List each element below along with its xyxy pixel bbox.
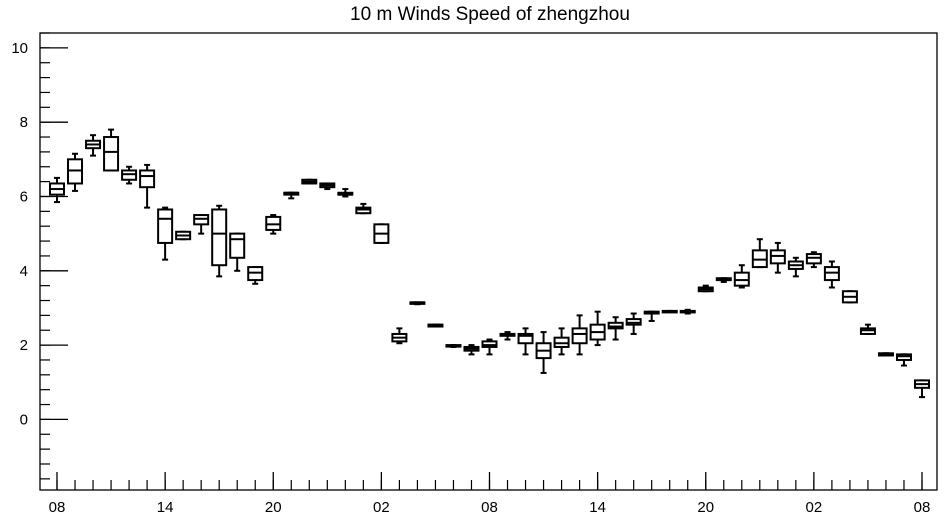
x-tick-label: 08 [49, 499, 66, 516]
y-tick-label: 0 [20, 411, 28, 428]
box [85, 134, 102, 157]
x-tick-label: 14 [157, 499, 174, 516]
y-tick-label: 2 [20, 337, 28, 354]
box [229, 232, 246, 272]
plot-frame [39, 32, 938, 491]
box [67, 152, 84, 192]
box [751, 238, 768, 269]
x-tick-label: 02 [806, 499, 823, 516]
y-tick-label: 4 [20, 263, 28, 280]
box [859, 323, 876, 335]
x-tick-label: 14 [589, 499, 606, 516]
box-body [139, 169, 156, 189]
box [103, 128, 120, 172]
box [914, 379, 930, 399]
box [895, 353, 912, 367]
box [157, 206, 174, 261]
box-body [229, 232, 246, 259]
box [769, 241, 786, 274]
box [697, 284, 714, 293]
box-body [211, 208, 228, 267]
box [499, 331, 516, 341]
x-tick-label: 20 [697, 499, 714, 516]
y-tick-label: 8 [20, 114, 28, 131]
box [427, 323, 444, 328]
box [211, 204, 228, 278]
box [463, 344, 480, 356]
box [715, 277, 732, 283]
box [247, 266, 264, 285]
box [625, 312, 642, 335]
box [589, 310, 606, 347]
box [679, 308, 696, 315]
box [265, 214, 282, 235]
box [517, 327, 534, 356]
box [121, 165, 138, 185]
x-tick-label: 08 [481, 499, 498, 516]
box [319, 182, 336, 191]
box [643, 310, 660, 322]
box [823, 260, 840, 289]
box [283, 191, 300, 200]
box [49, 176, 65, 204]
box [787, 256, 804, 278]
box [841, 290, 858, 304]
x-tick-label: 20 [265, 499, 282, 516]
box [409, 301, 426, 306]
chart-title: 10 m Winds Speed of zhengzhou [350, 4, 630, 25]
box [481, 338, 498, 356]
box [877, 352, 894, 357]
box [445, 344, 462, 348]
box-body [571, 327, 588, 345]
box [805, 251, 822, 269]
box [535, 331, 552, 374]
box [391, 327, 408, 345]
box [301, 178, 318, 185]
x-axis: 08 14 20 02 08 14 20 02 08 [49, 472, 931, 516]
plot-border [39, 32, 938, 491]
y-axis: 0 2 4 6 8 10 [11, 32, 68, 480]
box-body [517, 332, 534, 345]
box [661, 309, 678, 314]
boxes [49, 128, 930, 399]
box-body [157, 208, 174, 244]
y-tick-label: 10 [11, 40, 28, 57]
x-tick-label: 08 [914, 499, 931, 516]
box [337, 188, 354, 198]
box [175, 230, 192, 241]
box [733, 264, 750, 289]
y-tick-label: 6 [20, 188, 28, 205]
box [553, 327, 570, 356]
box [355, 202, 372, 215]
box [373, 223, 390, 244]
box [607, 316, 624, 341]
box [139, 163, 156, 209]
box [193, 214, 210, 235]
x-tick-label: 02 [373, 499, 390, 516]
box [571, 314, 588, 356]
box-body [103, 136, 120, 172]
